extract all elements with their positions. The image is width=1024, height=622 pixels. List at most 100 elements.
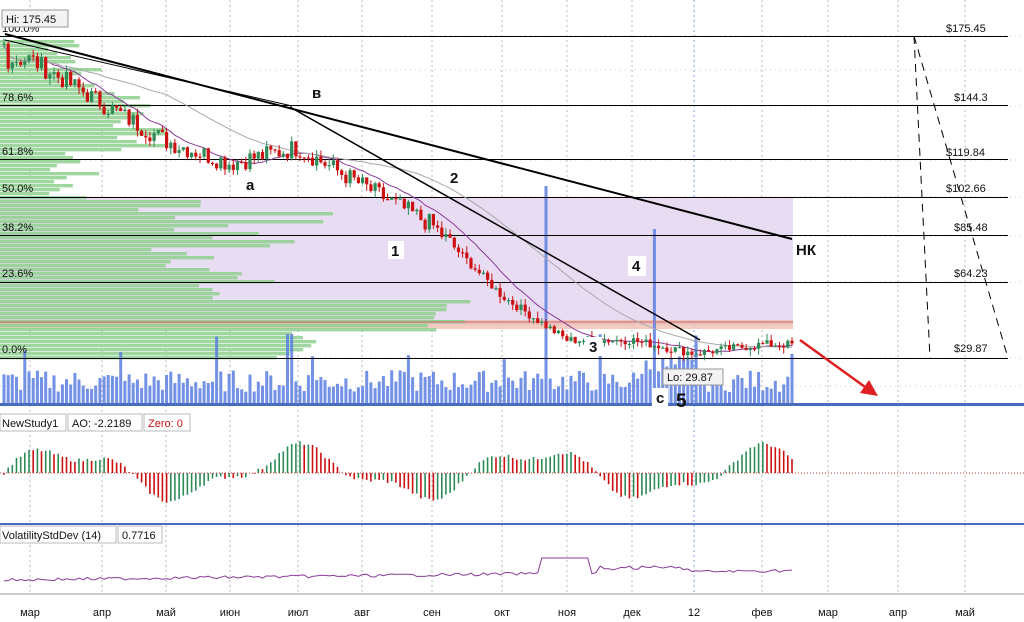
profile-bar [0, 108, 120, 112]
volume-bar [165, 374, 169, 404]
candle-body [281, 153, 285, 157]
candle-body [348, 170, 352, 184]
volume-bar [185, 378, 189, 404]
volume-bar [265, 371, 269, 404]
candle-body [723, 345, 727, 347]
candle-body [411, 201, 415, 212]
volume-bar [281, 385, 285, 404]
lo-badge: Lo: 29.87 [662, 368, 724, 386]
candle-body [490, 279, 494, 289]
volume-bar [590, 390, 594, 404]
candle-body [352, 170, 356, 178]
profile-bar [0, 48, 49, 52]
volume-bar [502, 359, 506, 404]
candle-body [661, 347, 665, 349]
candle-body [386, 199, 390, 201]
candle-body [698, 354, 702, 356]
wave-label-v: в [312, 85, 321, 102]
candle-body [31, 55, 35, 57]
candle-body [573, 337, 577, 343]
volume-bar [602, 373, 606, 404]
panel-separator-1 [0, 403, 1024, 406]
profile-bar [0, 316, 435, 320]
price-level-labels: $175.45 $144.3 $119.84 $102.66 $85.48 $6… [946, 23, 988, 355]
ao-zero-label: Zero: 0 [148, 418, 183, 430]
candle-body [523, 304, 527, 312]
candle-body [327, 165, 331, 167]
candle-body [452, 237, 456, 248]
candle-body [356, 177, 360, 184]
volume-bar [523, 371, 527, 404]
volume-bar [623, 387, 627, 404]
candle-body [56, 72, 60, 78]
wave-label-5: 5 [676, 391, 687, 412]
profile-bar [0, 228, 175, 232]
profile-bar [0, 276, 238, 280]
volume-bar [719, 377, 723, 404]
candle-body [736, 344, 740, 346]
candle-body [85, 92, 89, 102]
vol-value: 0.7716 [122, 530, 156, 542]
volume-bar [640, 373, 644, 404]
volume-bar [452, 372, 456, 404]
x-axis-month-label: окт [494, 607, 510, 619]
volume-bar [469, 384, 473, 404]
volume-bar [573, 381, 577, 404]
candle-body [135, 115, 139, 131]
profile-bar [0, 212, 333, 216]
volume-bar [227, 373, 231, 404]
volume-bar [365, 370, 369, 404]
volume-bar [336, 383, 339, 404]
volume-bar [115, 376, 119, 404]
profile-bar [0, 96, 140, 100]
volume-bar [698, 380, 702, 404]
candle-body [673, 347, 677, 352]
price-label-64: $64.23 [954, 268, 988, 280]
x-axis-month-label: июл [288, 607, 309, 619]
volume-bar [35, 370, 39, 404]
volume-bar [269, 375, 273, 404]
volume-bar [461, 384, 465, 404]
x-axis-month-label: май [156, 607, 176, 619]
candle-body [27, 55, 31, 62]
volume-bar [757, 372, 761, 404]
candle-body [519, 304, 523, 311]
candle-body [552, 326, 556, 334]
volume-bar [586, 382, 590, 404]
volume-bar [415, 390, 419, 404]
fib-label-786: 78.6% [2, 92, 33, 104]
candle-body [340, 170, 344, 175]
profile-bar [0, 204, 201, 208]
volume-bar [352, 391, 356, 404]
candle-body [711, 351, 715, 354]
wave-label-a: a [246, 177, 255, 194]
profile-bar [0, 288, 213, 292]
volume-bar [327, 386, 331, 404]
profile-bar [0, 184, 73, 188]
candle-body [719, 346, 723, 350]
candle-body [677, 347, 681, 349]
profile-bar [0, 216, 175, 220]
price-label-119: $119.84 [946, 147, 985, 159]
volume-bar [156, 380, 160, 404]
trendline-upper [4, 33, 793, 240]
profile-bar [0, 56, 71, 60]
volume-bar [490, 382, 494, 404]
volume-bar [728, 391, 731, 404]
volume-bar [507, 377, 510, 404]
volume-bar [723, 390, 727, 404]
volume-bar [544, 186, 548, 404]
profile-bar [0, 292, 220, 296]
candle-body [202, 148, 206, 157]
volume-bar [244, 391, 248, 404]
volume-bar [231, 370, 235, 404]
candle-body [273, 149, 277, 151]
profile-bar [0, 296, 213, 300]
candle-body [227, 164, 231, 170]
volume-bar [406, 355, 410, 404]
volume-bar [769, 388, 773, 404]
candle-body [652, 345, 656, 348]
profile-bar [0, 68, 102, 72]
volume-bar [256, 381, 260, 404]
